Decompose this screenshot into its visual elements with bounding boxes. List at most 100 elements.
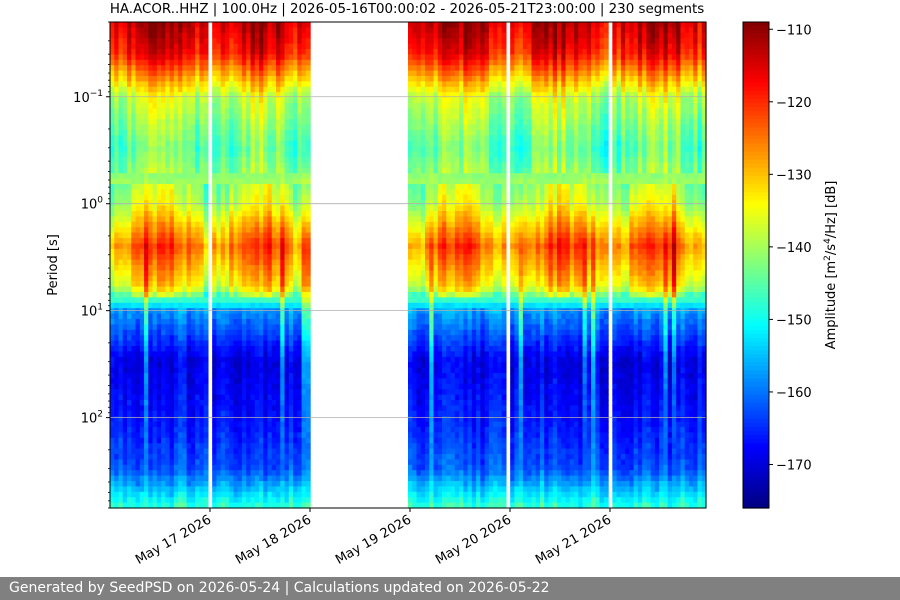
heatmap-cell	[284, 270, 290, 277]
heatmap-cell	[276, 119, 281, 126]
heatmap-cell	[254, 173, 260, 180]
heatmap-cell	[156, 421, 162, 428]
heatmap-cell	[233, 162, 239, 169]
heatmap-cell	[190, 81, 196, 88]
heatmap-cell	[263, 22, 269, 28]
heatmap-cell	[169, 454, 175, 460]
heatmap-cell	[199, 346, 205, 352]
heatmap-cell	[412, 362, 418, 369]
heatmap-cell	[433, 427, 439, 433]
heatmap-cell	[301, 486, 307, 493]
heatmap-cell	[148, 329, 154, 336]
heatmap-cell	[169, 49, 175, 55]
heatmap-cell	[408, 227, 413, 234]
heatmap-cell	[267, 211, 273, 217]
heatmap-cell	[267, 443, 273, 450]
heatmap-cell	[131, 389, 137, 396]
heatmap-cell	[122, 232, 128, 239]
heatmap-cell	[425, 130, 430, 136]
heatmap-cell	[442, 119, 447, 126]
heatmap-cell	[139, 470, 145, 477]
heatmap-cell	[212, 313, 218, 320]
heatmap-cell	[267, 437, 273, 444]
heatmap-cell	[224, 227, 230, 234]
heatmap-cell	[297, 151, 303, 158]
heatmap-cell	[127, 173, 132, 180]
heatmap-cell	[148, 491, 154, 498]
heatmap-cell	[203, 32, 209, 39]
heatmap-cell	[246, 367, 252, 374]
heatmap-cell	[293, 459, 298, 466]
heatmap-cell	[152, 346, 158, 352]
heatmap-cell	[429, 59, 435, 66]
heatmap-cell	[161, 421, 166, 428]
heatmap-cell	[229, 216, 235, 223]
heatmap-cell	[276, 351, 281, 358]
heatmap-cell	[297, 475, 303, 482]
heatmap-cell	[190, 367, 196, 374]
heatmap-cell	[216, 27, 222, 34]
heatmap-cell	[250, 394, 256, 401]
heatmap-cell	[114, 243, 120, 250]
heatmap-cell	[420, 459, 426, 466]
heatmap-cell	[139, 103, 145, 109]
heatmap-cell	[203, 486, 209, 493]
heatmap-cell	[305, 421, 311, 428]
heatmap-cell	[250, 146, 256, 153]
heatmap-cell	[246, 448, 252, 455]
heatmap-cell	[199, 27, 205, 34]
heatmap-cell	[190, 108, 196, 115]
heatmap-cell	[127, 470, 132, 477]
heatmap-cell	[412, 146, 418, 153]
heatmap-cell	[186, 410, 192, 417]
heatmap-cell	[216, 146, 222, 153]
heatmap-cell	[416, 248, 422, 255]
heatmap-cell	[199, 459, 205, 466]
heatmap-cell	[408, 97, 413, 104]
heatmap-cell	[412, 221, 418, 228]
heatmap-cell	[186, 140, 192, 147]
heatmap-cell	[271, 205, 277, 212]
heatmap-cell	[152, 502, 158, 509]
heatmap-cell	[408, 340, 413, 347]
heatmap-cell	[144, 497, 149, 504]
heatmap-cell	[254, 32, 260, 39]
heatmap-cell	[267, 103, 273, 109]
heatmap-cell	[259, 32, 264, 39]
heatmap-cell	[280, 335, 286, 342]
heatmap-cell	[178, 22, 183, 28]
heatmap-cell	[169, 38, 175, 45]
heatmap-cell	[259, 200, 264, 207]
heatmap-cell	[122, 270, 128, 277]
heatmap-cell	[301, 49, 307, 55]
heatmap-cell	[429, 470, 435, 477]
heatmap-cell	[233, 232, 239, 239]
heatmap-cell	[437, 265, 443, 271]
heatmap-cell	[280, 243, 286, 250]
heatmap-cell	[246, 405, 252, 412]
heatmap-cell	[139, 270, 145, 277]
heatmap-cell	[254, 130, 260, 136]
heatmap-cell	[110, 76, 115, 82]
heatmap-cell	[216, 130, 222, 136]
heatmap-cell	[152, 421, 158, 428]
heatmap-cell	[297, 319, 303, 325]
heatmap-cell	[203, 124, 209, 131]
heatmap-cell	[425, 275, 430, 282]
heatmap-cell	[190, 178, 196, 185]
heatmap-cell	[173, 54, 179, 61]
heatmap-cell	[280, 427, 286, 433]
heatmap-cell	[250, 497, 256, 504]
heatmap-cell	[173, 270, 179, 277]
heatmap-cell	[288, 383, 294, 390]
heatmap-cell	[237, 216, 243, 223]
heatmap-cell	[122, 502, 128, 509]
heatmap-cell	[446, 194, 452, 201]
heatmap-cell	[186, 151, 192, 158]
heatmap-cell	[114, 437, 120, 444]
heatmap-cell	[195, 491, 200, 498]
heatmap-cell	[250, 410, 256, 417]
heatmap-cell	[288, 200, 294, 207]
heatmap-cell	[182, 178, 188, 185]
heatmap-cell	[284, 86, 290, 93]
